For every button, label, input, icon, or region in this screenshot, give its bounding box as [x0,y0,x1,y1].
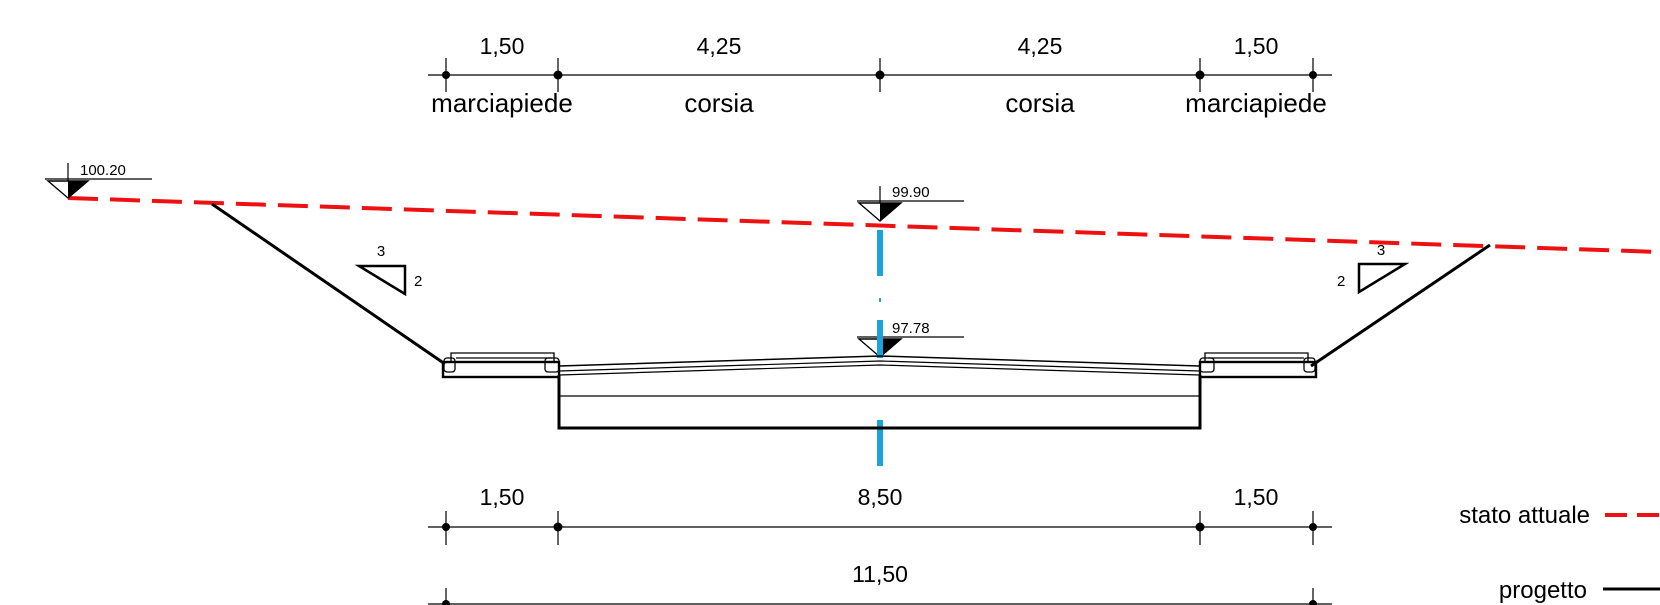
pavement-surface [558,355,1201,367]
elevation-marker-left: 100.20 [45,162,152,199]
bottom-dimension-chain: 1,50 8,50 1,50 11,50 [428,484,1332,605]
top-dimension-dots [442,70,1317,80]
elevation-label-axis-project: 97.78 [892,320,930,337]
road-foundation [557,375,1202,430]
slope-right-vertical: 2 [1337,273,1345,290]
dim-bottom-sidewalk-right: 1,50 [1234,484,1279,510]
zone-label-sidewalk-left: marciapiede [431,88,573,118]
zone-label-sidewalk-right: marciapiede [1185,88,1327,118]
top-dimension-chain: 1,50 4,25 4,25 1,50 marciapiede corsia c… [428,33,1332,118]
sidewalk-right [1198,360,1318,379]
dim-sidewalk-left: 1,50 [480,33,525,59]
dim-bottom-sidewalk-left: 1,50 [480,484,525,510]
bottom-dimension-ticks [445,511,1314,545]
slope-left-horizontal: 3 [377,243,385,260]
legend-project-label: progetto [1499,577,1587,604]
cut-slope-left [211,202,446,366]
elevation-label-axis-ground: 99.90 [892,184,930,201]
slope-indicator-left: 3 2 [354,243,422,297]
legend-existing-label: stato attuale [1459,502,1590,529]
sidewalk-left [441,360,561,379]
zone-label-lane-left: corsia [684,88,754,118]
elevation-marker-axis-project: 97.78 [857,320,964,358]
dim-total-width: 11,50 [852,561,908,587]
pavement-layer-2 [558,364,1201,376]
slope-right-horizontal: 3 [1377,242,1385,259]
dim-bottom-carriageway: 8,50 [858,484,903,510]
dim-lane-left: 4,25 [697,33,742,59]
sidewalk-left-details [443,352,560,373]
dim-sidewalk-right: 1,50 [1234,33,1279,59]
existing-ground-line [67,196,1660,254]
elevation-label-left: 100.20 [80,162,126,179]
slope-left-vertical: 2 [414,273,422,290]
slope-indicator-right: 3 2 [1337,242,1410,295]
bottom-dimension-dots [442,522,1317,532]
pavement-layer-1 [558,360,1201,372]
legend: stato attuale progetto [1459,502,1660,604]
sidewalk-right-details [1199,352,1316,373]
dim-lane-right: 4,25 [1018,33,1063,59]
elevation-marker-axis-ground: 99.90 [857,184,964,222]
project-section [211,202,1491,430]
cut-slope-right [1310,243,1491,368]
zone-label-lane-right: corsia [1005,88,1075,118]
